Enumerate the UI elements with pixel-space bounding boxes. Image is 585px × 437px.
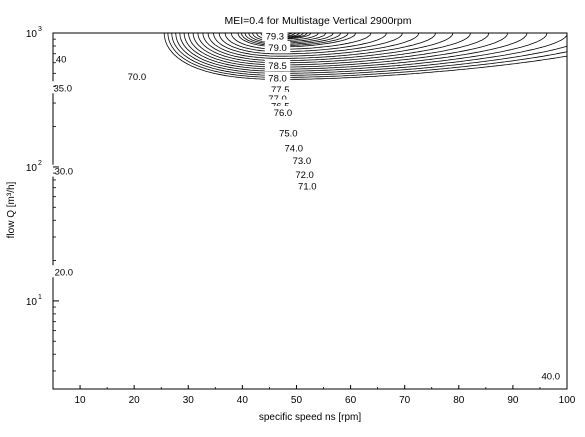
x-tick-label: 90 — [507, 395, 519, 406]
contour-label: 78.0 — [268, 74, 287, 85]
contour-label: 77.0 — [268, 94, 287, 105]
contour-label: 79.3 — [266, 31, 285, 42]
contour-label: 35.0 — [53, 83, 72, 94]
contour-label-bg — [291, 167, 318, 180]
contour-line-62 — [213, 32, 420, 57]
x-tick-label: 30 — [183, 395, 195, 406]
x-tick-label: 100 — [559, 395, 576, 406]
contour-label: 40.0 — [542, 372, 561, 383]
contour-label-bg — [275, 126, 302, 139]
x-tick-label: 60 — [345, 395, 357, 406]
contour-label-bg — [294, 179, 320, 192]
contour-label-bg — [289, 153, 315, 166]
contour-label: 40 — [56, 54, 67, 65]
contour-line-64 — [218, 32, 403, 55]
x-tick-label: 70 — [399, 395, 411, 406]
y-tick-label: 10 — [26, 163, 38, 174]
chart-title: MEI=0.4 for Multistage Vertical 2900rpm — [224, 15, 411, 27]
x-tick-label: 10 — [74, 395, 86, 406]
contour-label-bg — [267, 82, 293, 95]
contour-label-bg — [264, 71, 291, 84]
x-tick-label: 40 — [237, 395, 249, 406]
contour-label: 20.0 — [55, 267, 74, 278]
x-tick-label: 80 — [453, 395, 465, 406]
contour-label: 30.0 — [55, 167, 74, 178]
y-axis-title: flow Q [m³/h] — [6, 181, 17, 238]
contour-label: 70.0 — [128, 72, 147, 83]
contour-label-bg — [270, 105, 296, 118]
contour-label-bg — [262, 29, 288, 42]
contour-label: 71.0 — [298, 182, 317, 193]
y-tick-exponent: 3 — [38, 26, 42, 33]
plot-frame — [52, 32, 568, 390]
contour-label: 75.0 — [279, 128, 298, 139]
x-tick-label: 50 — [291, 395, 303, 406]
contour-label: 73.0 — [293, 156, 312, 167]
contour-line-58 — [202, 32, 454, 61]
x-axis-title: specific speed ns [rpm] — [259, 412, 361, 423]
y-tick-label: 10 — [26, 29, 38, 40]
contour-line-46 — [175, 32, 568, 74]
contour-label: 79.0 — [268, 43, 287, 54]
contour-label: 76.0 — [274, 108, 293, 119]
contour-label-bg — [264, 59, 291, 72]
contour-label-bg — [51, 265, 77, 278]
contour-label-bg — [281, 141, 307, 154]
x-axis: 10 20 30 40 50 60 70 80 90 100 — [52, 385, 576, 406]
contour-label: 78.5 — [268, 61, 287, 72]
contour-line-44 — [171, 32, 568, 76]
contour-label: 74.0 — [285, 144, 304, 155]
contour-label-bg — [51, 164, 77, 177]
contour-label-bg — [264, 40, 291, 53]
contour-line-42 — [167, 32, 568, 78]
contour-line-60 — [207, 32, 436, 59]
contour-labels: 79.379.078.578.077.577.076.576.075.074.0… — [50, 29, 564, 383]
contour-label: 72.0 — [295, 170, 314, 181]
y-tick-exponent: 1 — [38, 294, 42, 301]
y-tick-exponent: 2 — [38, 160, 42, 167]
x-tick-label: 20 — [129, 395, 141, 406]
contour-line-48 — [179, 32, 548, 72]
contour-lines — [163, 32, 568, 80]
contour-label-bg — [54, 52, 69, 65]
y-tick-label: 10 — [26, 297, 38, 308]
contour-label-bg — [538, 369, 564, 382]
contour-label: 77.5 — [271, 85, 290, 96]
contour-label-bg — [50, 81, 76, 94]
contour-label-bg — [124, 69, 150, 82]
